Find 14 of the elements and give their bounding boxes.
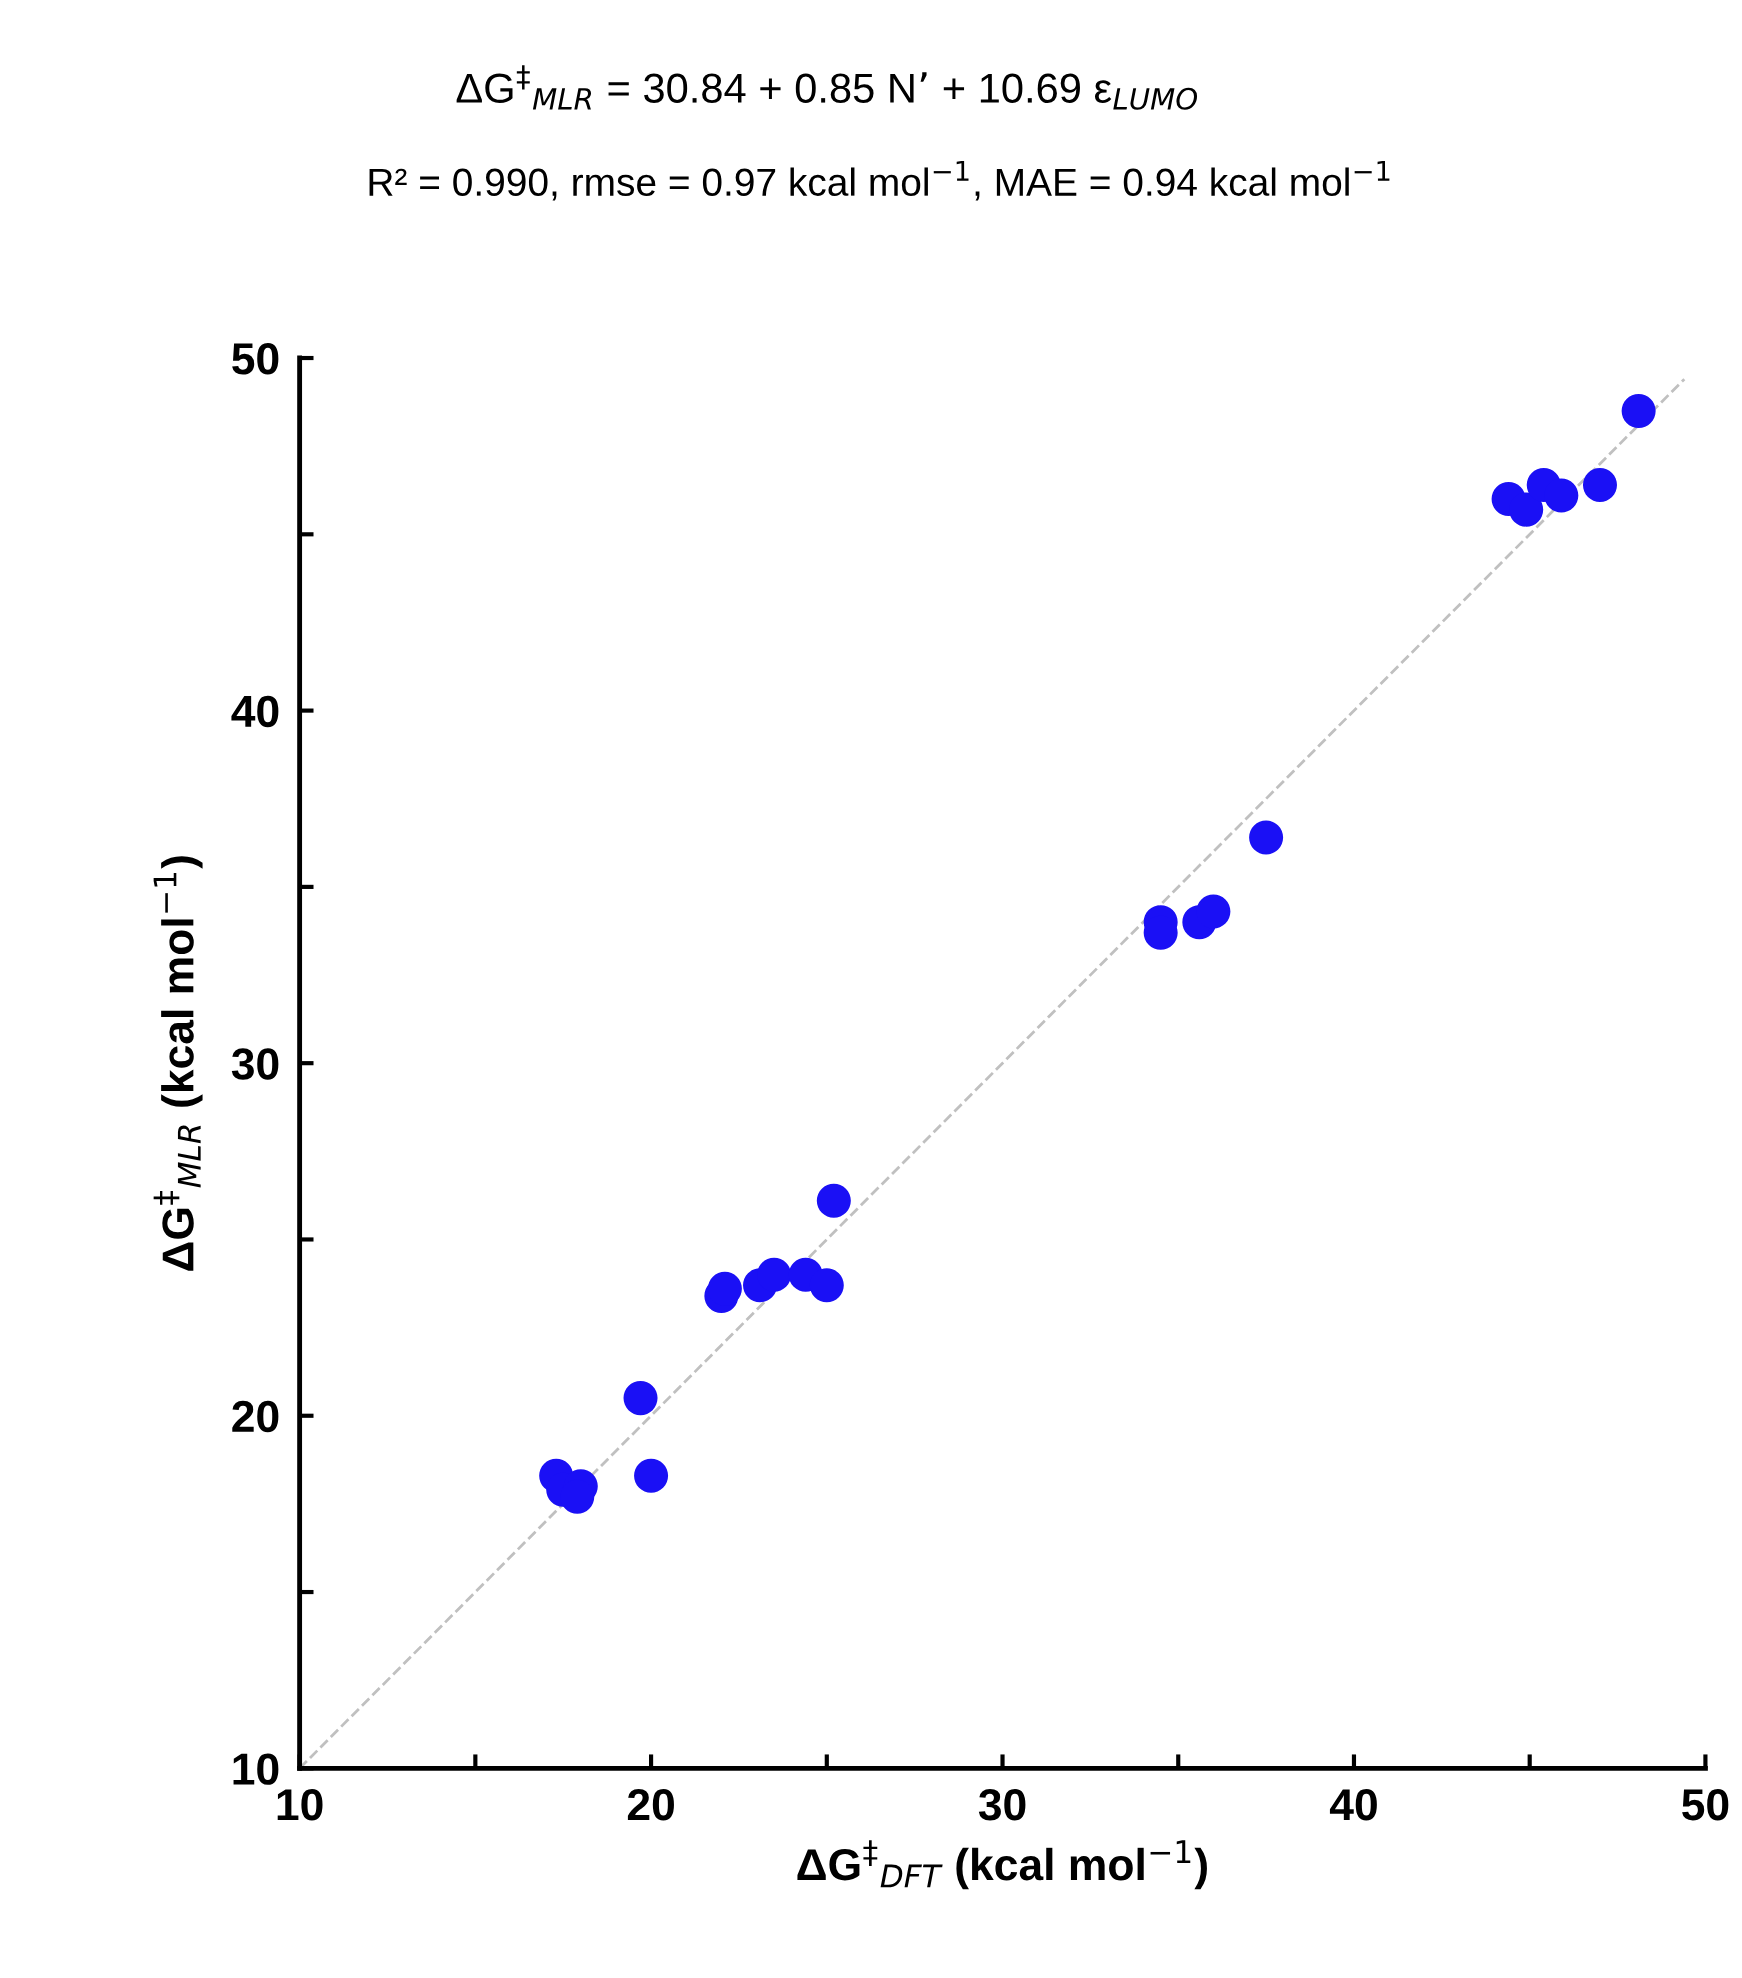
y-tick-label: 30: [231, 1048, 279, 1080]
x-tick-label: 30: [978, 1788, 1026, 1821]
x-tick-label: 40: [1329, 1788, 1377, 1821]
x-tick-label: 10: [277, 1788, 323, 1821]
y-tick-label: 50: [232, 343, 279, 375]
y-tick-label: 40: [231, 695, 279, 728]
x-axis-title: ΔG$^{‡}$$_{DFT}$ (kcal mol$^{−1}$): [797, 1840, 1207, 1890]
y-tick-label: 20: [232, 1400, 279, 1433]
x-tick-label: 20: [627, 1788, 674, 1821]
x-tick-label: 50: [1682, 1788, 1729, 1821]
y-tick-label: 10: [233, 1753, 279, 1785]
chart-title: ΔG$^{‡}$$_{MLR}$ = 30.84 + 0.85 N’ + 10.69 ε$_{LUMO}$: [456, 65, 1198, 110]
y-axis-title: ΔG$^{‡}$$_{MLR}$ (kcal mol$^{−1}$): [153, 856, 203, 1271]
chart-subtitle: R² = 0.990, rmse = 0.97 kcal mol$^{−1}$, MAE = 0.94 kcal mol$^{−1}$: [369, 160, 1390, 201]
